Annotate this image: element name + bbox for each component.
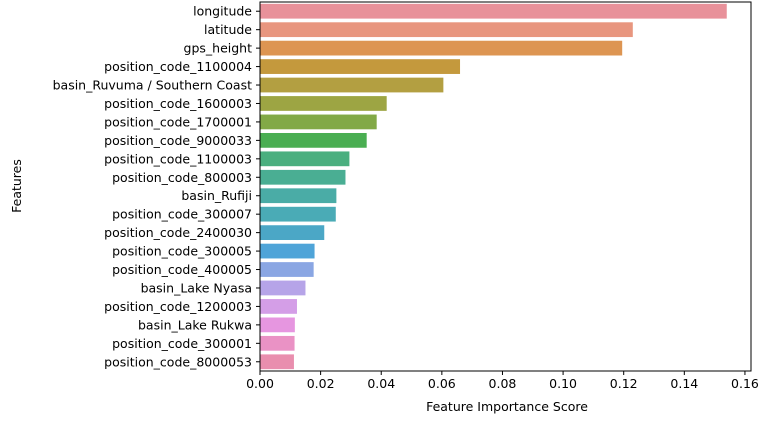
bar — [260, 40, 623, 56]
y-tick-label: longitude — [193, 4, 252, 19]
y-tick-label: basin_Ruvuma / Southern Coast — [53, 78, 252, 93]
bar — [260, 22, 633, 38]
bar — [260, 114, 377, 130]
x-tick-label: 0.00 — [246, 376, 274, 391]
x-tick-label: 0.06 — [428, 376, 456, 391]
bar — [260, 225, 325, 241]
x-tick-label: 0.10 — [549, 376, 577, 391]
y-tick-label: position_code_8000053 — [104, 354, 252, 369]
y-tick-label: position_code_9000033 — [104, 133, 252, 148]
bar — [260, 335, 295, 351]
y-tick-label: position_code_300001 — [112, 336, 252, 351]
x-tick-label: 0.12 — [610, 376, 638, 391]
bar — [260, 354, 294, 370]
bar — [260, 77, 444, 93]
bar — [260, 169, 346, 185]
bar — [260, 206, 336, 222]
bar — [260, 280, 306, 296]
x-tick-label: 0.02 — [307, 376, 335, 391]
y-tick-label: position_code_2400030 — [104, 225, 252, 240]
y-tick-label: position_code_300007 — [112, 207, 252, 222]
y-tick-labels: longitude latitude gps_height position_code… — [53, 4, 260, 369]
y-tick-label: position_code_1200003 — [104, 299, 252, 314]
bar — [260, 132, 367, 148]
x-tick-label: 0.16 — [731, 376, 759, 391]
y-axis-label: Features — [9, 159, 24, 213]
x-tick-label: 0.08 — [489, 376, 517, 391]
y-tick-label: position_code_1100004 — [104, 59, 252, 74]
y-tick-label: gps_height — [184, 41, 253, 56]
y-tick-label: basin_Lake Nyasa — [141, 280, 252, 295]
y-tick-label: position_code_1100003 — [104, 151, 252, 166]
y-tick-label: basin_Rufiji — [181, 188, 252, 203]
y-tick-label: basin_Lake Rukwa — [138, 317, 252, 332]
bar — [260, 59, 461, 74]
y-tick-label: position_code_800003 — [112, 170, 252, 185]
bar — [260, 96, 387, 111]
y-tick-label: position_code_300005 — [112, 244, 252, 259]
bars-group — [260, 3, 727, 370]
bar — [260, 3, 727, 19]
y-tick-label: position_code_1600003 — [104, 96, 252, 111]
bar — [260, 262, 314, 277]
bar — [260, 299, 297, 314]
x-ticks: 0.00 0.02 0.04 0.06 0.08 0.10 0.12 0.14 0.16 — [246, 371, 759, 391]
x-tick-label: 0.14 — [670, 376, 698, 391]
x-axis-label: Feature Importance Score — [426, 399, 588, 414]
plot-frame — [259, 1, 752, 372]
bar — [260, 151, 350, 167]
y-tick-label: latitude — [204, 22, 252, 37]
bar — [260, 188, 337, 204]
y-tick-label: position_code_400005 — [112, 262, 252, 277]
bar — [260, 317, 295, 333]
bar — [260, 243, 315, 259]
x-tick-label: 0.04 — [367, 376, 395, 391]
y-tick-label: position_code_1700001 — [104, 114, 252, 129]
